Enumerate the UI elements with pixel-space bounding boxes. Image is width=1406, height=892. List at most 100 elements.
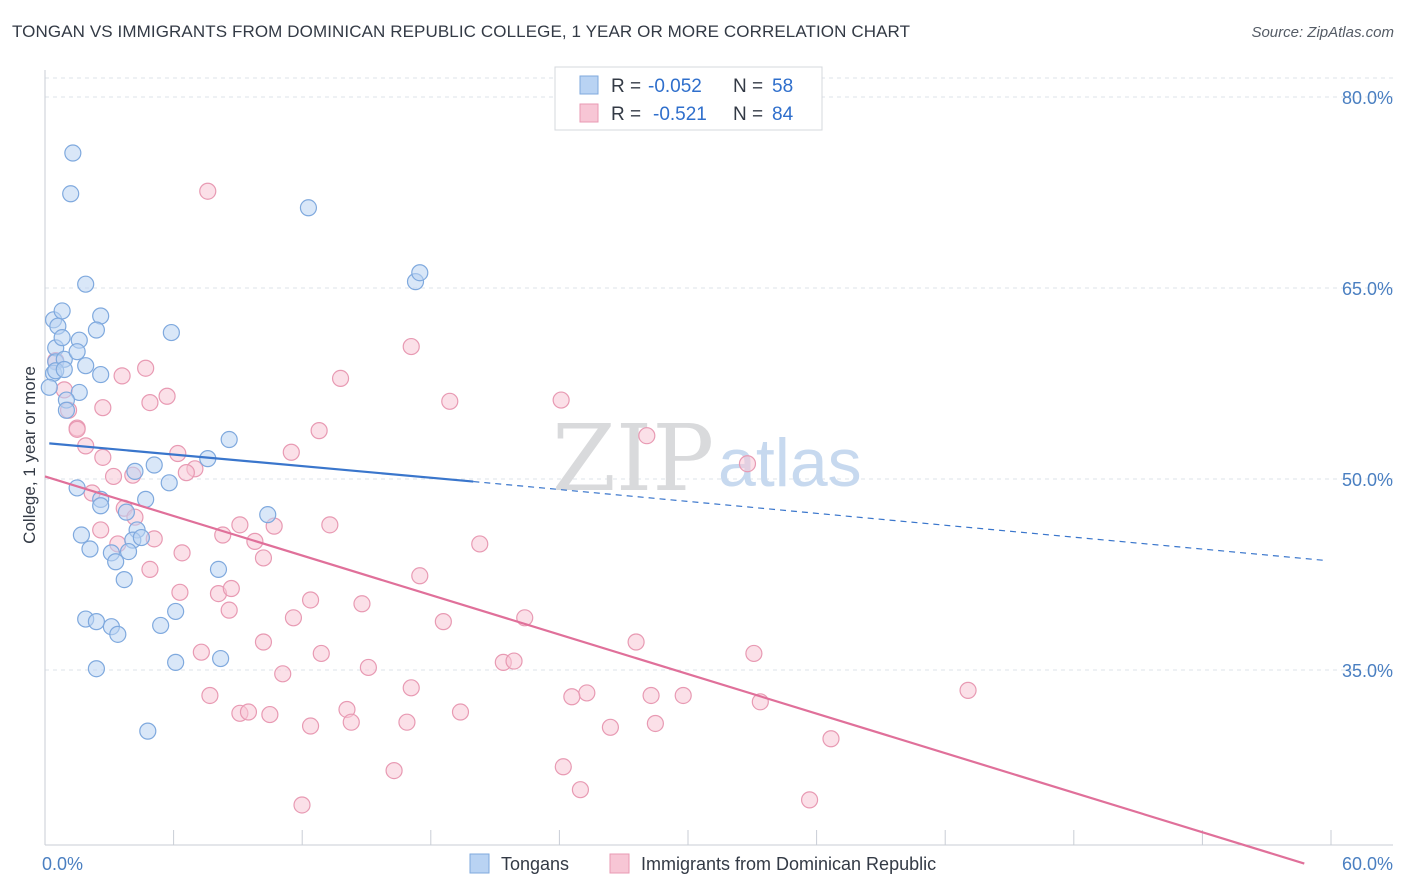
- pink-point: [359, 658, 377, 677]
- y-tick-label: 80.0%: [1342, 88, 1393, 108]
- pink-point: [745, 644, 763, 663]
- blue-point: [139, 722, 157, 740]
- pink-point: [627, 633, 645, 651]
- x-ticks: [44, 830, 1332, 845]
- blue-point: [55, 360, 73, 379]
- pink-point: [434, 613, 452, 631]
- blue-point: [115, 570, 133, 589]
- pink-point: [284, 609, 303, 627]
- legend-r-label-blue: R =: [611, 76, 641, 97]
- pink-point: [68, 420, 86, 438]
- y-tick-label: 65.0%: [1342, 279, 1393, 299]
- y-tick-label: 35.0%: [1342, 661, 1393, 681]
- pink-point: [301, 717, 320, 735]
- pink-point: [800, 791, 819, 809]
- bottom-legend-swatch-blue: [469, 853, 490, 874]
- watermark-zip: ZIP: [552, 405, 714, 512]
- bottom-legend-label-blue: Tongans: [501, 854, 569, 874]
- axes: [44, 70, 1393, 846]
- blue-point: [411, 264, 429, 282]
- blue-point: [77, 357, 95, 375]
- pink-point: [293, 796, 311, 814]
- pink-point: [571, 781, 590, 799]
- blue-point: [92, 365, 110, 384]
- legend-box: R = -0.052 N = 58 R = -0.521 N = 84: [554, 66, 823, 131]
- pink-point: [822, 730, 840, 748]
- blue-point: [57, 401, 76, 419]
- pink-point: [94, 399, 112, 417]
- pink-regression-line: [44, 475, 1305, 865]
- blue-point: [162, 323, 180, 342]
- chart-title: TONGAN VS IMMIGRANTS FROM DOMINICAN REPU…: [12, 22, 911, 41]
- pink-point: [638, 427, 656, 445]
- pink-point: [471, 535, 489, 553]
- blue-regression-line: [49, 442, 474, 483]
- pink-point: [113, 367, 131, 385]
- pink-point: [554, 758, 572, 776]
- pink-point: [254, 633, 273, 651]
- blue-point: [117, 503, 135, 521]
- pink-point: [402, 679, 420, 697]
- pink-point: [321, 516, 339, 534]
- pink-point: [239, 703, 258, 721]
- blue-point: [64, 144, 82, 162]
- pink-point: [402, 337, 420, 356]
- pink-point: [411, 567, 429, 585]
- blue-point: [81, 540, 99, 558]
- blue-point: [220, 430, 238, 449]
- blue-point: [87, 613, 106, 631]
- blue-point: [109, 625, 127, 643]
- pink-point: [601, 718, 620, 736]
- blue-point: [167, 602, 185, 621]
- pink-point: [331, 369, 350, 388]
- blue-point: [87, 660, 106, 678]
- pink-point: [441, 392, 459, 410]
- pink-point: [92, 521, 110, 539]
- pink-point: [385, 761, 403, 780]
- pink-point: [201, 686, 219, 705]
- pink-point: [578, 684, 596, 702]
- pink-point: [505, 652, 523, 670]
- source-label: Source: ZipAtlas.com: [1251, 24, 1394, 41]
- blue-point: [87, 321, 106, 339]
- pink-point: [141, 394, 159, 412]
- blue-point: [152, 616, 170, 635]
- pink-point: [301, 591, 320, 609]
- blue-point: [132, 528, 150, 547]
- pink-point: [563, 688, 581, 706]
- pink-point: [310, 422, 328, 440]
- bottom-legend-swatch-pink: [609, 853, 630, 874]
- blue-point: [167, 653, 185, 671]
- blue-point: [299, 199, 318, 217]
- blue-point: [259, 506, 277, 524]
- x-tick-label-right: 60.0%: [1342, 854, 1393, 874]
- blue-point: [77, 275, 95, 293]
- pink-point: [312, 644, 330, 663]
- pink-point: [177, 464, 195, 482]
- legend-r-label-pink: R =: [611, 104, 641, 125]
- blue-point: [160, 474, 178, 492]
- pink-point: [104, 467, 123, 486]
- blue-point: [92, 497, 110, 515]
- pink-point: [282, 443, 300, 461]
- x-tick-label-left: 0.0%: [42, 854, 83, 874]
- blue-point: [107, 553, 125, 571]
- bottom-legend-label-pink: Immigrants from Dominican Republic: [641, 854, 936, 874]
- pink-point: [342, 713, 360, 731]
- pink-point: [94, 448, 112, 466]
- legend-n-value-pink: 84: [772, 104, 794, 125]
- blue-point: [209, 560, 228, 579]
- pink-point: [192, 643, 210, 661]
- bottom-legend: Tongans Immigrants from Dominican Republ…: [469, 853, 936, 874]
- blue-point: [53, 329, 71, 347]
- pink-point: [137, 359, 155, 377]
- pink-point: [738, 455, 757, 473]
- pink-point: [646, 714, 664, 733]
- legend-swatch-pink: [579, 103, 599, 123]
- pink-point: [398, 713, 416, 731]
- blue-point: [40, 378, 58, 396]
- pink-point: [254, 549, 273, 567]
- pink-point: [158, 387, 176, 405]
- pink-point: [231, 516, 249, 534]
- blue-point: [126, 462, 144, 480]
